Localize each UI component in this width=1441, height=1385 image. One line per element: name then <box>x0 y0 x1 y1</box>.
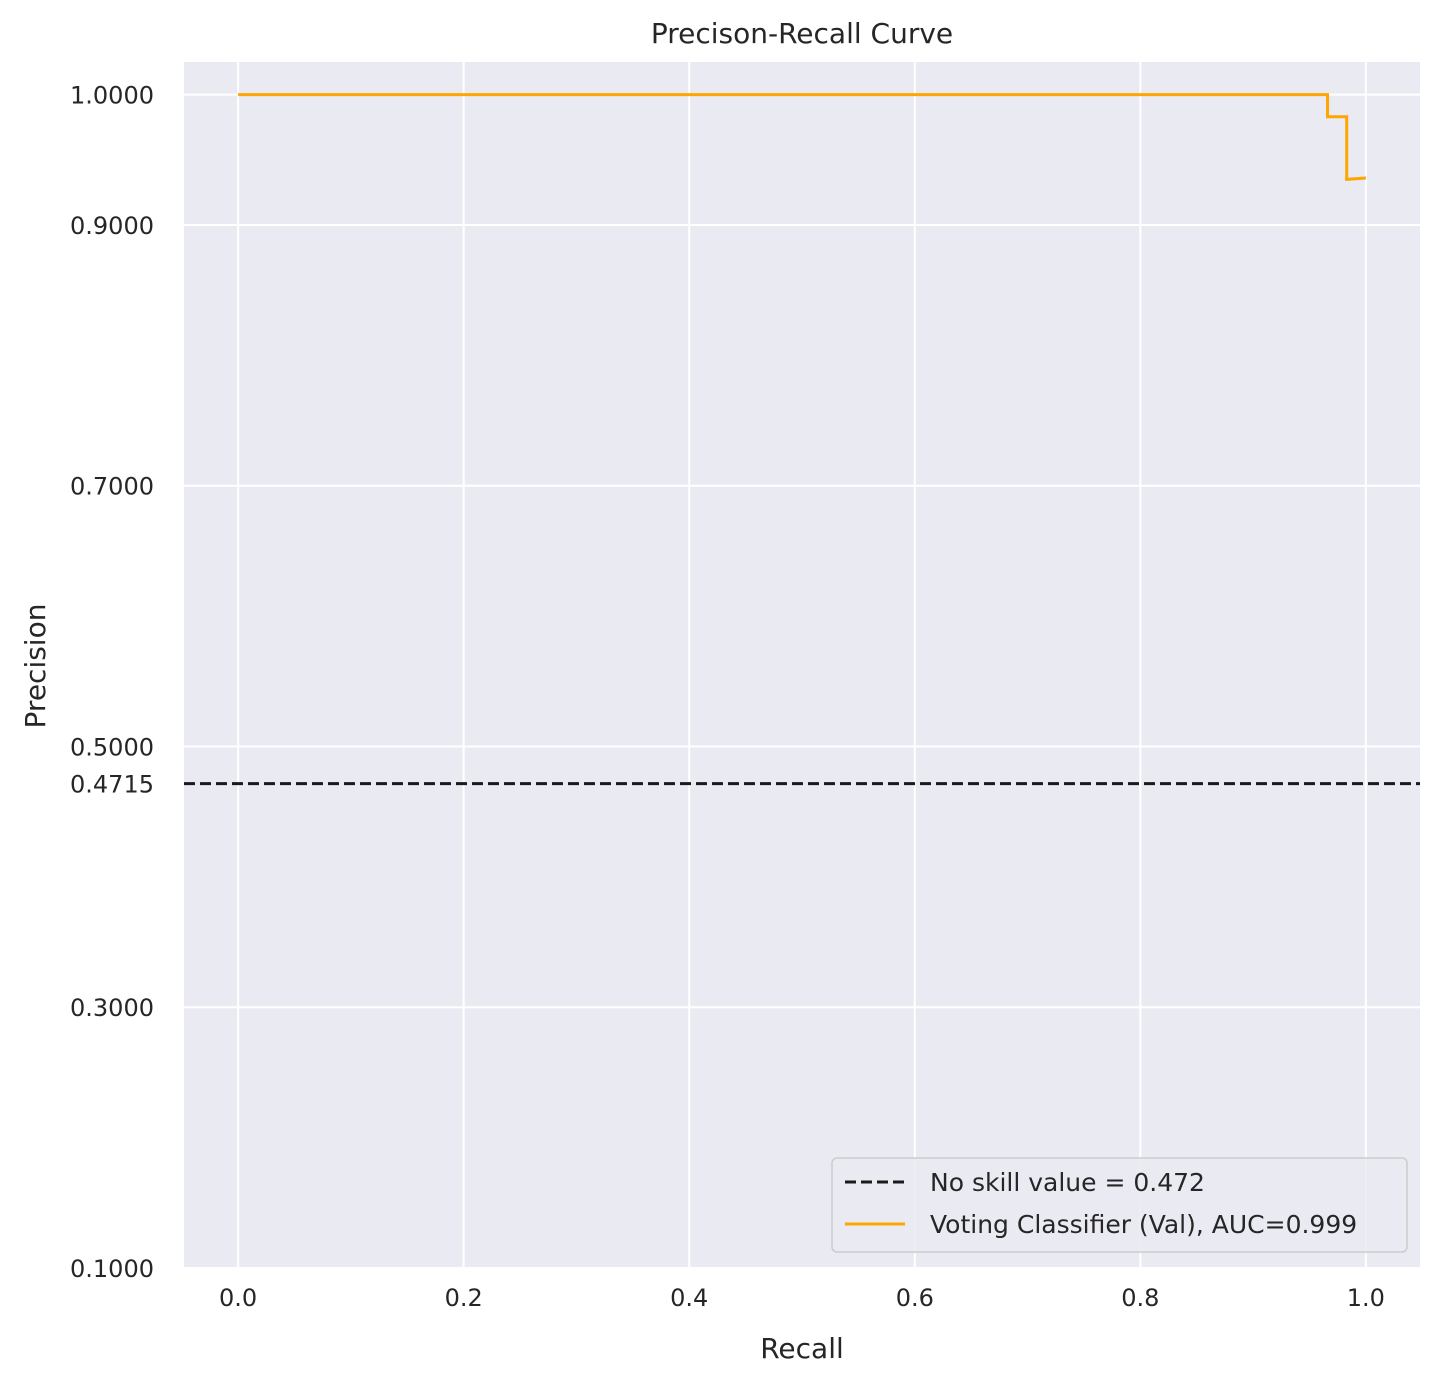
x-axis-title: Recall <box>760 1332 844 1365</box>
y-tick-label: 0.7000 <box>70 473 154 501</box>
y-tick-label: 1.0000 <box>70 82 154 110</box>
y-tick-labels: 0.1000 0.3000 0.4715 0.5000 0.7000 0.9000 1.00… <box>70 82 154 1283</box>
x-tick-label: 0.6 <box>896 1284 934 1312</box>
x-tick-labels: 0.0 0.2 0.4 0.6 0.8 1.0 <box>219 1284 1385 1312</box>
y-tick-label: 0.1000 <box>70 1255 154 1283</box>
legend-box <box>831 1157 1408 1253</box>
voting-classifier-pr-curve <box>238 93 1366 181</box>
legend-label-voting-classifier: Voting Classifier (Val), AUC=0.999 <box>930 1210 1357 1239</box>
y-tick-label: 0.3000 <box>70 994 154 1022</box>
series-layer <box>184 93 1420 786</box>
legend: No skill value = 0.472 Voting Classifier… <box>831 1157 1408 1253</box>
x-tick-label: 0.2 <box>445 1284 483 1312</box>
y-tick-label: 0.4715 <box>70 771 154 799</box>
chart-title: Precison-Recall Curve <box>651 17 953 50</box>
x-tick-label: 0.4 <box>670 1284 708 1312</box>
y-axis-title: Precision <box>19 604 52 729</box>
plot-background <box>184 62 1420 1268</box>
x-tick-label: 0.8 <box>1121 1284 1159 1312</box>
y-tick-label: 0.9000 <box>70 212 154 240</box>
y-tick-label: 0.5000 <box>70 733 154 761</box>
x-tick-label: 1.0 <box>1347 1284 1385 1312</box>
legend-label-no-skill: No skill value = 0.472 <box>930 1168 1205 1197</box>
x-tick-label: 0.0 <box>219 1284 257 1312</box>
